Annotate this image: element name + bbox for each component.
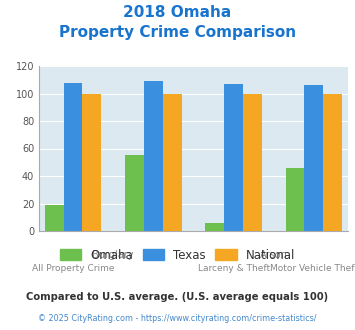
Bar [305,85,323,231]
Legend: Omaha, Texas, National: Omaha, Texas, National [55,244,300,266]
Text: Compared to U.S. average. (U.S. average equals 100): Compared to U.S. average. (U.S. average … [26,292,329,302]
Bar [125,155,144,231]
Text: Arson: Arson [260,250,288,260]
Bar [323,93,342,231]
Text: Motor Vehicle Theft: Motor Vehicle Theft [270,264,355,273]
Bar [224,84,243,231]
Bar [144,81,163,231]
Bar [82,93,102,231]
Text: © 2025 CityRating.com - https://www.cityrating.com/crime-statistics/: © 2025 CityRating.com - https://www.city… [38,314,317,323]
Bar [45,205,64,231]
Text: Larceny & Theft: Larceny & Theft [197,264,270,273]
Text: All Property Crime: All Property Crime [32,264,114,273]
Bar [243,93,262,231]
Bar [64,82,82,231]
Bar [285,168,305,231]
Bar [163,93,182,231]
Bar [205,223,224,231]
Text: Burglary: Burglary [92,250,134,260]
Text: 2018 Omaha: 2018 Omaha [124,5,231,20]
Text: Property Crime Comparison: Property Crime Comparison [59,25,296,40]
